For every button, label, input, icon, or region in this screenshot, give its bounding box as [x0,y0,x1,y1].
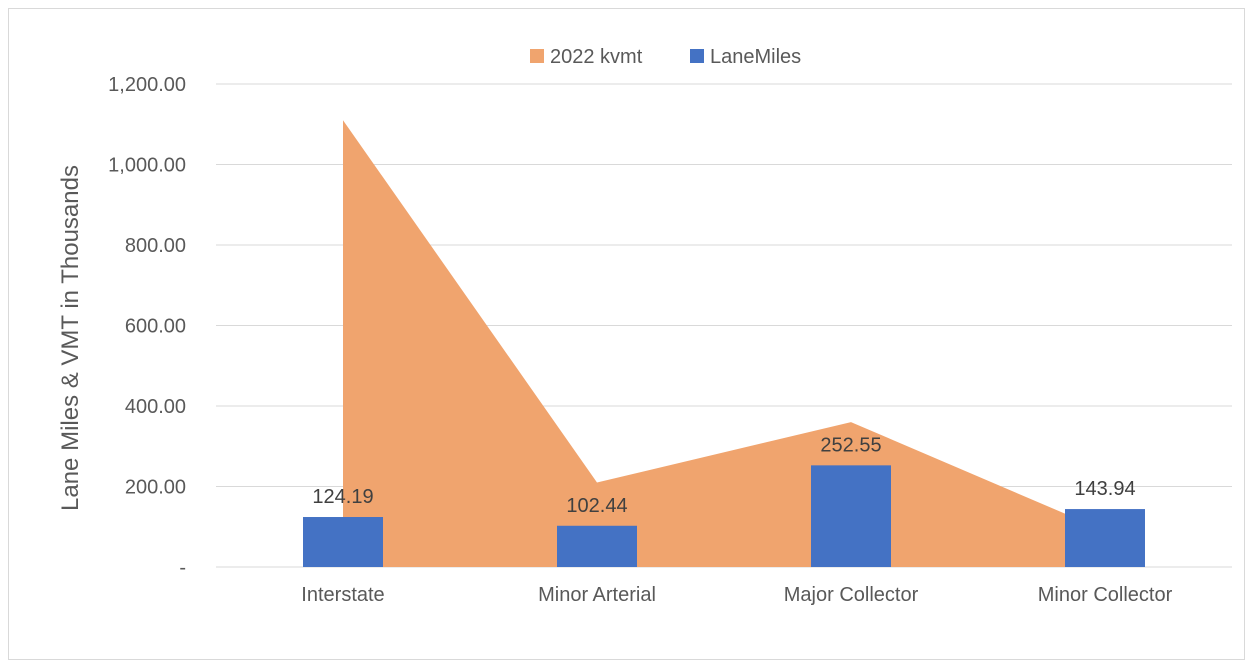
x-tick-label: Minor Collector [1038,584,1173,606]
y-tick-label: 1,200.00 [108,74,186,96]
data-label: 102.44 [566,495,627,517]
area-series-kvmt [343,120,1105,567]
x-tick-label: Major Collector [784,584,919,606]
y-tick-label: 600.00 [125,316,186,338]
area-series-layer [343,120,1105,567]
y-tick-label: 400.00 [125,396,186,418]
y-axis-title: Lane Miles & VMT in Thousands [57,165,84,511]
y-tick-label: - [179,557,186,579]
x-tick-label: Minor Arterial [538,584,656,606]
axis-layer: - 200.00 400.00 600.00 800.00 1,000.00 1,200.0… [108,74,1172,606]
y-tick-label: 200.00 [125,477,186,499]
legend-label-kvmt: 2022 kvmt [550,46,643,68]
data-label: 252.55 [820,434,881,456]
bar-lanemiles [557,525,637,567]
legend-swatch-kvmt [530,49,544,63]
y-tick-label: 1,000.00 [108,155,186,177]
data-label: 143.94 [1074,478,1135,500]
bar-lanemiles [811,465,891,567]
bar-lanemiles [303,517,383,567]
bar-series-layer [303,465,1145,567]
data-label: 124.19 [312,486,373,508]
legend-swatch-lanemiles [690,49,704,63]
x-tick-label: Interstate [301,584,384,606]
data-label-layer: 124.19 102.44 252.55 143.94 [312,434,1135,516]
legend-label-lanemiles: LaneMiles [710,46,801,68]
legend: 2022 kvmt LaneMiles [530,46,801,68]
y-tick-label: 800.00 [125,235,186,257]
bar-lanemiles [1065,509,1145,567]
